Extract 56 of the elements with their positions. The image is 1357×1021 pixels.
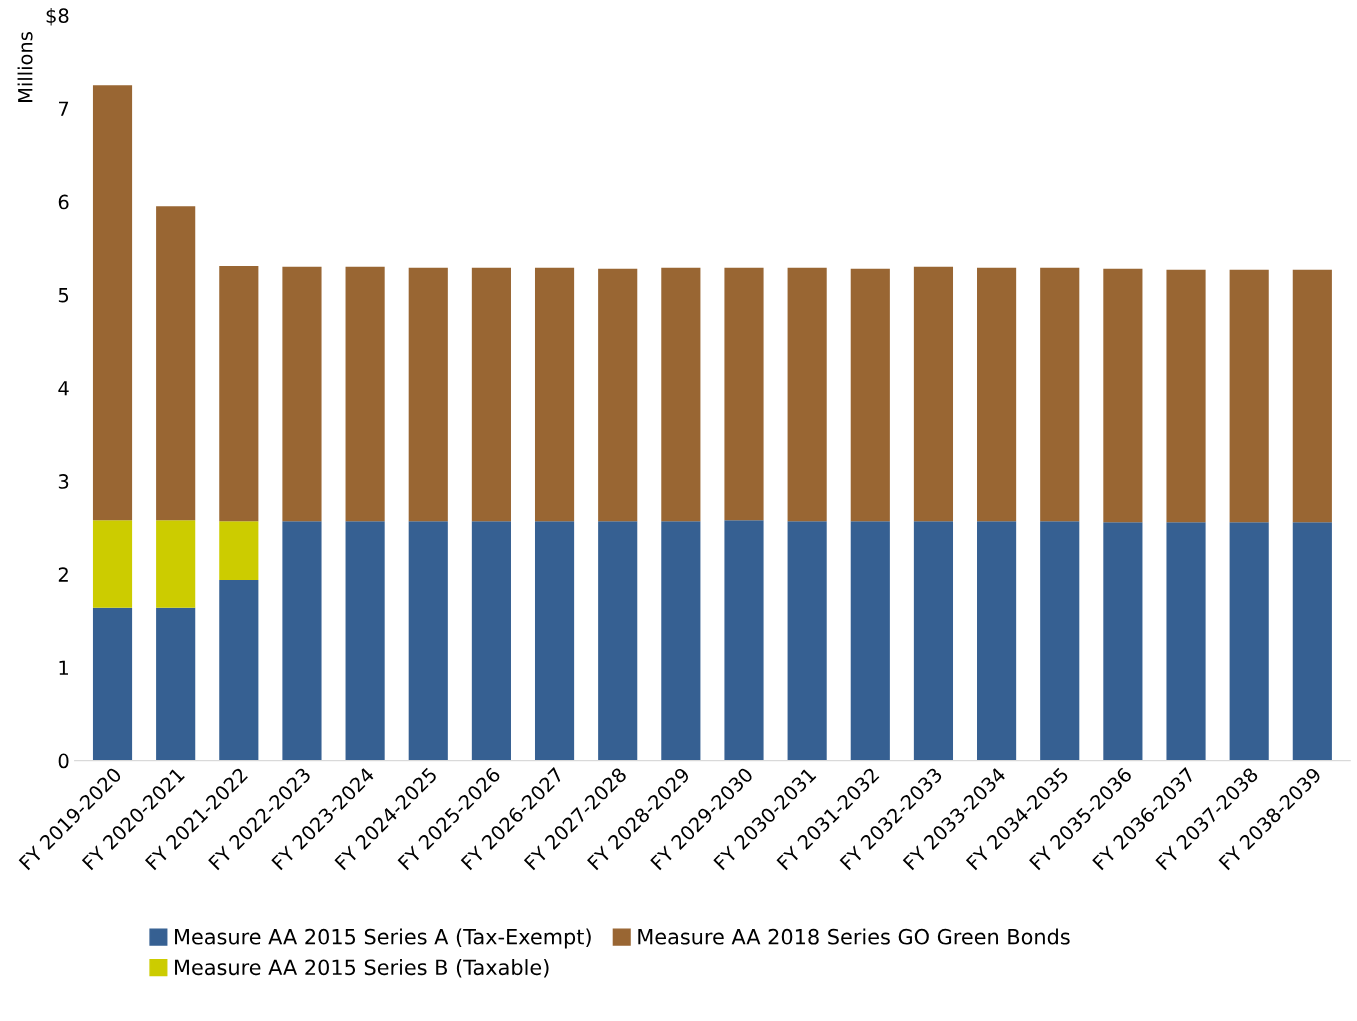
bar: [1229, 269, 1269, 523]
bar: [787, 267, 827, 522]
bar: [724, 520, 764, 761]
bar: [408, 267, 448, 522]
bar: [724, 267, 764, 521]
bar: [850, 521, 890, 761]
bar: [1103, 522, 1143, 761]
bar: [219, 579, 259, 761]
legend-label: Measure AA 2015 Series A (Tax-Exempt): [175, 928, 591, 949]
legend-label: Measure AA 2018 Series GO Green Bonds: [638, 928, 1070, 945]
bar: [1103, 268, 1143, 523]
bar: [850, 268, 890, 522]
bar: [598, 521, 638, 761]
bar: [1166, 522, 1206, 761]
bar: [282, 521, 322, 761]
bar: [1292, 522, 1332, 761]
bar: [345, 521, 385, 761]
bar: [977, 267, 1017, 522]
bar: [156, 206, 196, 521]
bar: [156, 607, 196, 761]
bar: [534, 267, 575, 522]
y-tick-label: 7: [59, 101, 69, 116]
y-axis-title: Millions: [17, 32, 33, 102]
bar: [913, 266, 954, 522]
bar: [219, 521, 259, 580]
bar: [1292, 269, 1332, 523]
bar: [1229, 522, 1269, 761]
legend-label: Measure AA 2015 Series B (Taxable): [175, 959, 549, 978]
bar: [1040, 521, 1080, 761]
y-tick-label: $8: [46, 7, 69, 26]
bar: [156, 520, 196, 608]
bar: [1040, 267, 1080, 522]
bar: [1166, 269, 1206, 523]
bar: [92, 85, 133, 521]
bar: [92, 607, 133, 761]
y-tick-label: 0: [58, 753, 69, 769]
y-tick-label: 1: [59, 660, 68, 675]
bar: [661, 267, 701, 522]
bar: [92, 520, 133, 608]
bar: [345, 266, 385, 522]
bar: [787, 521, 827, 761]
y-tick-label: 4: [58, 381, 69, 396]
bar: [471, 267, 511, 522]
bar: [598, 268, 638, 522]
bar: [408, 521, 448, 761]
y-tick-label: 3: [58, 474, 69, 489]
y-tick-label: 6: [58, 194, 69, 210]
bar: [977, 521, 1017, 761]
bar: [282, 266, 322, 522]
bar: [534, 521, 575, 761]
bar: [219, 265, 259, 522]
bar: [661, 521, 701, 761]
y-tick-label: 5: [58, 288, 69, 303]
y-tick-label: 2: [58, 567, 68, 582]
bar: [913, 521, 954, 761]
bar: [471, 521, 511, 761]
